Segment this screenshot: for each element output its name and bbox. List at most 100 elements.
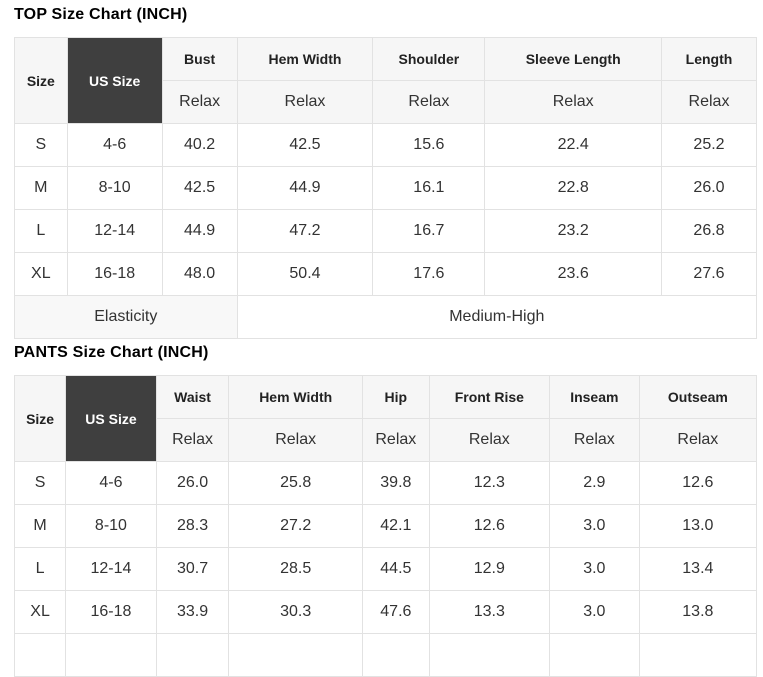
value-cell: 23.2 bbox=[484, 209, 662, 253]
pants-relax-outseam: Relax bbox=[638, 418, 758, 462]
size-cell: M bbox=[14, 166, 68, 210]
value-cell: 12.6 bbox=[428, 504, 550, 548]
value-cell: 42.1 bbox=[361, 504, 430, 548]
empty-cell bbox=[361, 633, 430, 677]
pants-header-us-size: US Size bbox=[65, 375, 157, 462]
pants-relax-front-rise: Relax bbox=[428, 418, 550, 462]
size-cell: L bbox=[14, 209, 68, 253]
empty-cell bbox=[13, 633, 67, 677]
top-size-table: Size US Size Bust Hem Width Shoulder Sle… bbox=[14, 37, 758, 339]
us-size-cell: 16-18 bbox=[65, 590, 157, 634]
value-cell: 3.0 bbox=[548, 547, 640, 591]
top-relax-row: Relax Relax Relax Relax Relax bbox=[15, 80, 758, 124]
value-cell: 3.0 bbox=[548, 590, 640, 634]
empty-cell bbox=[228, 633, 363, 677]
value-cell: 48.0 bbox=[161, 252, 238, 296]
pants-row-m: M 8-10 28.3 27.2 42.1 12.6 3.0 13.0 bbox=[13, 504, 758, 548]
value-cell: 13.4 bbox=[638, 547, 758, 591]
top-header-row: Size US Size Bust Hem Width Shoulder Sle… bbox=[14, 37, 758, 124]
value-cell: 15.6 bbox=[372, 123, 486, 167]
top-header-hem-width: Hem Width bbox=[236, 37, 374, 81]
size-cell: L bbox=[13, 547, 67, 591]
value-cell: 44.9 bbox=[236, 166, 374, 210]
us-size-cell: 8-10 bbox=[66, 166, 163, 210]
value-cell: 25.2 bbox=[660, 123, 758, 167]
value-cell: 30.7 bbox=[155, 547, 230, 591]
top-relax-sleeve-length: Relax bbox=[484, 80, 662, 124]
top-header-length: Length bbox=[660, 37, 758, 81]
pants-relax-row: Relax Relax Relax Relax Relax Relax bbox=[15, 418, 758, 462]
pants-header-front-rise: Front Rise bbox=[428, 375, 550, 419]
value-cell: 42.5 bbox=[236, 123, 374, 167]
us-size-cell: 4-6 bbox=[66, 123, 163, 167]
value-cell: 16.1 bbox=[372, 166, 486, 210]
elasticity-label: Elasticity bbox=[14, 295, 238, 339]
top-relax-length: Relax bbox=[660, 80, 758, 124]
elasticity-value: Medium-High bbox=[236, 295, 758, 339]
value-cell: 33.9 bbox=[155, 590, 230, 634]
pants-header-hip: Hip bbox=[361, 375, 430, 419]
value-cell: 26.8 bbox=[660, 209, 758, 253]
us-size-cell: 12-14 bbox=[65, 547, 157, 591]
top-relax-shoulder: Relax bbox=[372, 80, 486, 124]
value-cell: 12.9 bbox=[428, 547, 550, 591]
value-cell: 22.4 bbox=[484, 123, 662, 167]
pants-header-hem-width: Hem Width bbox=[228, 375, 363, 419]
value-cell: 26.0 bbox=[155, 461, 230, 505]
top-relax-bust: Relax bbox=[161, 80, 238, 124]
value-cell: 12.3 bbox=[428, 461, 550, 505]
value-cell: 39.8 bbox=[361, 461, 430, 505]
value-cell: 16.7 bbox=[372, 209, 486, 253]
size-cell: M bbox=[13, 504, 67, 548]
pants-row-xl: XL 16-18 33.9 30.3 47.6 13.3 3.0 13.8 bbox=[13, 590, 758, 634]
top-header-size: Size bbox=[14, 37, 68, 124]
value-cell: 26.0 bbox=[660, 166, 758, 210]
pants-relax-hip: Relax bbox=[361, 418, 430, 462]
pants-row-l: L 12-14 30.7 28.5 44.5 12.9 3.0 13.4 bbox=[13, 547, 758, 591]
top-header-sleeve-length: Sleeve Length bbox=[484, 37, 662, 81]
value-cell: 42.5 bbox=[161, 166, 238, 210]
top-header-bust: Bust bbox=[161, 37, 238, 81]
value-cell: 28.3 bbox=[155, 504, 230, 548]
pants-row-s: S 4-6 26.0 25.8 39.8 12.3 2.9 12.6 bbox=[13, 461, 758, 505]
pants-header-row: Size US Size Waist Hem Width Hip Front R… bbox=[13, 375, 758, 462]
top-chart-title: TOP Size Chart (INCH) bbox=[14, 6, 188, 23]
us-size-cell: 16-18 bbox=[66, 252, 163, 296]
value-cell: 25.8 bbox=[228, 461, 363, 505]
value-cell: 13.8 bbox=[638, 590, 758, 634]
pants-relax-inseam: Relax bbox=[548, 418, 640, 462]
value-cell: 13.3 bbox=[428, 590, 550, 634]
value-cell: 13.0 bbox=[638, 504, 758, 548]
value-cell: 2.9 bbox=[548, 461, 640, 505]
top-row-xl: XL 16-18 48.0 50.4 17.6 23.6 27.6 bbox=[14, 252, 758, 296]
pants-relax-waist: Relax bbox=[155, 418, 230, 462]
pants-chart-title: PANTS Size Chart (INCH) bbox=[14, 344, 209, 361]
top-row-s: S 4-6 40.2 42.5 15.6 22.4 25.2 bbox=[14, 123, 758, 167]
top-relax-hem-width: Relax bbox=[236, 80, 374, 124]
empty-cell bbox=[428, 633, 550, 677]
value-cell: 40.2 bbox=[161, 123, 238, 167]
top-header-shoulder: Shoulder bbox=[372, 37, 486, 81]
value-cell: 44.5 bbox=[361, 547, 430, 591]
value-cell: 28.5 bbox=[228, 547, 363, 591]
size-cell: S bbox=[13, 461, 67, 505]
value-cell: 27.2 bbox=[228, 504, 363, 548]
value-cell: 50.4 bbox=[236, 252, 374, 296]
value-cell: 44.9 bbox=[161, 209, 238, 253]
pants-clipped-row bbox=[13, 633, 758, 677]
pants-size-table: Size US Size Waist Hem Width Hip Front R… bbox=[13, 375, 758, 677]
empty-cell bbox=[155, 633, 230, 677]
pants-header-size: Size bbox=[13, 375, 67, 462]
value-cell: 17.6 bbox=[372, 252, 486, 296]
size-cell: XL bbox=[14, 252, 68, 296]
us-size-cell: 12-14 bbox=[66, 209, 163, 253]
empty-cell bbox=[548, 633, 640, 677]
value-cell: 23.6 bbox=[484, 252, 662, 296]
pants-header-outseam: Outseam bbox=[638, 375, 758, 419]
top-header-us-size: US Size bbox=[66, 37, 163, 124]
top-elasticity-row: Elasticity Medium-High bbox=[14, 295, 758, 339]
pants-header-waist: Waist bbox=[155, 375, 230, 419]
empty-cell bbox=[638, 633, 758, 677]
value-cell: 3.0 bbox=[548, 504, 640, 548]
